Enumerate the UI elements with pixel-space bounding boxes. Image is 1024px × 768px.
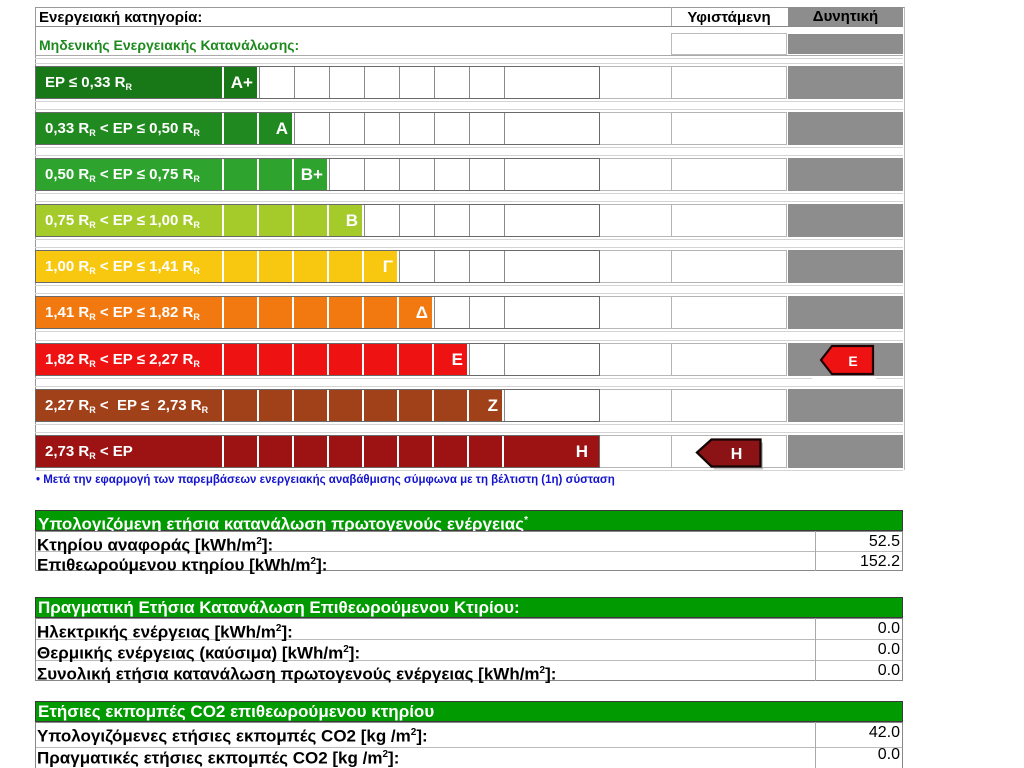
svg-text:E: E (848, 353, 857, 369)
svg-text:H: H (731, 446, 743, 463)
